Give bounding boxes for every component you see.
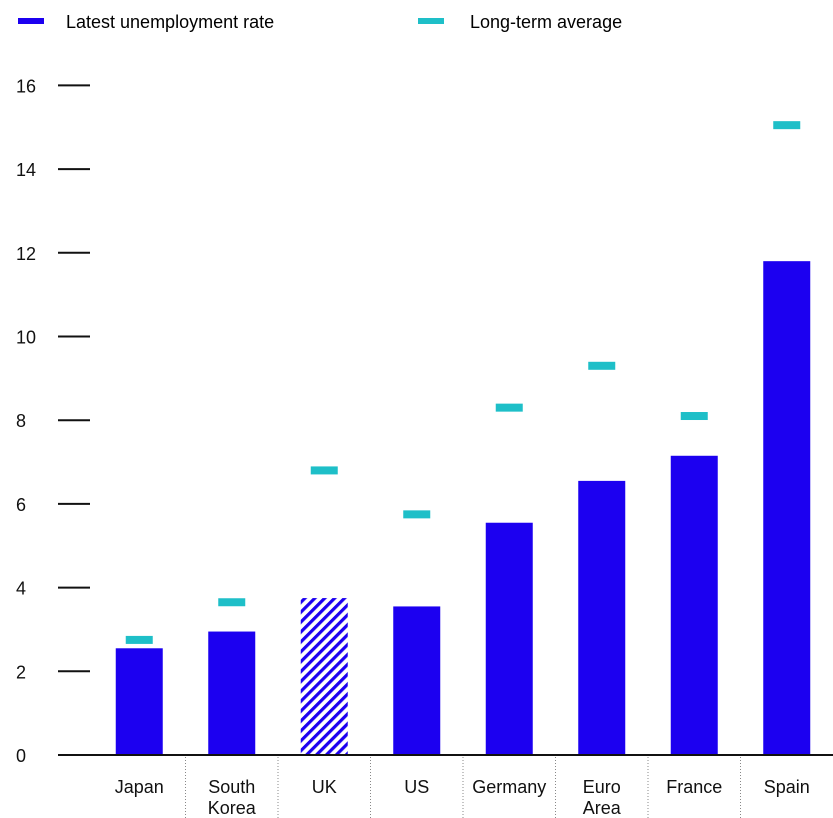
legend-item-latest: Latest unemployment rate [18, 12, 274, 32]
bar-series-latest [115, 261, 811, 755]
x-tick-label: France [666, 777, 722, 797]
y-tick-label: 12 [16, 244, 36, 264]
y-tick-label: 14 [16, 160, 36, 180]
x-tick-label: Area [583, 798, 622, 818]
legend: Latest unemployment rate Long-term avera… [18, 12, 622, 32]
marker-spain [773, 121, 801, 130]
marker-germany [495, 403, 523, 412]
marker-us [403, 510, 431, 519]
category-separators [185, 757, 741, 818]
legend-item-long-term: Long-term average [418, 12, 622, 32]
bar-japan [115, 648, 163, 755]
y-tick-label: 0 [16, 746, 26, 766]
marker-france [680, 412, 708, 421]
bar-euro-area [578, 480, 626, 755]
legend-swatch-latest [18, 18, 44, 24]
marker-japan [125, 635, 153, 644]
x-tick-label: US [404, 777, 429, 797]
marker-euro-area [588, 361, 616, 370]
bar-france [670, 455, 718, 755]
bar-germany [485, 522, 533, 755]
marker-series-long-term [125, 121, 801, 644]
legend-label-latest: Latest unemployment rate [66, 12, 274, 32]
x-tick-label: Japan [115, 777, 164, 797]
marker-south-korea [218, 598, 246, 607]
bar-us [393, 606, 441, 755]
y-tick-label: 8 [16, 411, 26, 431]
bar-spain [763, 261, 811, 755]
y-tick-label: 16 [16, 76, 36, 96]
x-tick-label: Spain [764, 777, 810, 797]
x-tick-label: Korea [208, 798, 257, 818]
y-tick-label: 2 [16, 662, 26, 682]
x-tick-label: South [208, 777, 255, 797]
bar-south-korea [208, 631, 256, 755]
y-tick-label: 4 [16, 579, 26, 599]
y-tick-label: 10 [16, 328, 36, 348]
x-tick-label: Euro [583, 777, 621, 797]
y-axis: 0 2 4 6 8 10 12 14 16 [16, 76, 90, 766]
legend-label-long-term: Long-term average [470, 12, 622, 32]
marker-uk [310, 466, 338, 475]
y-tick-label: 6 [16, 495, 26, 515]
legend-swatch-long-term [418, 18, 444, 24]
x-tick-label: UK [312, 777, 337, 797]
bar-uk [300, 598, 348, 755]
x-tick-label: Germany [472, 777, 546, 797]
